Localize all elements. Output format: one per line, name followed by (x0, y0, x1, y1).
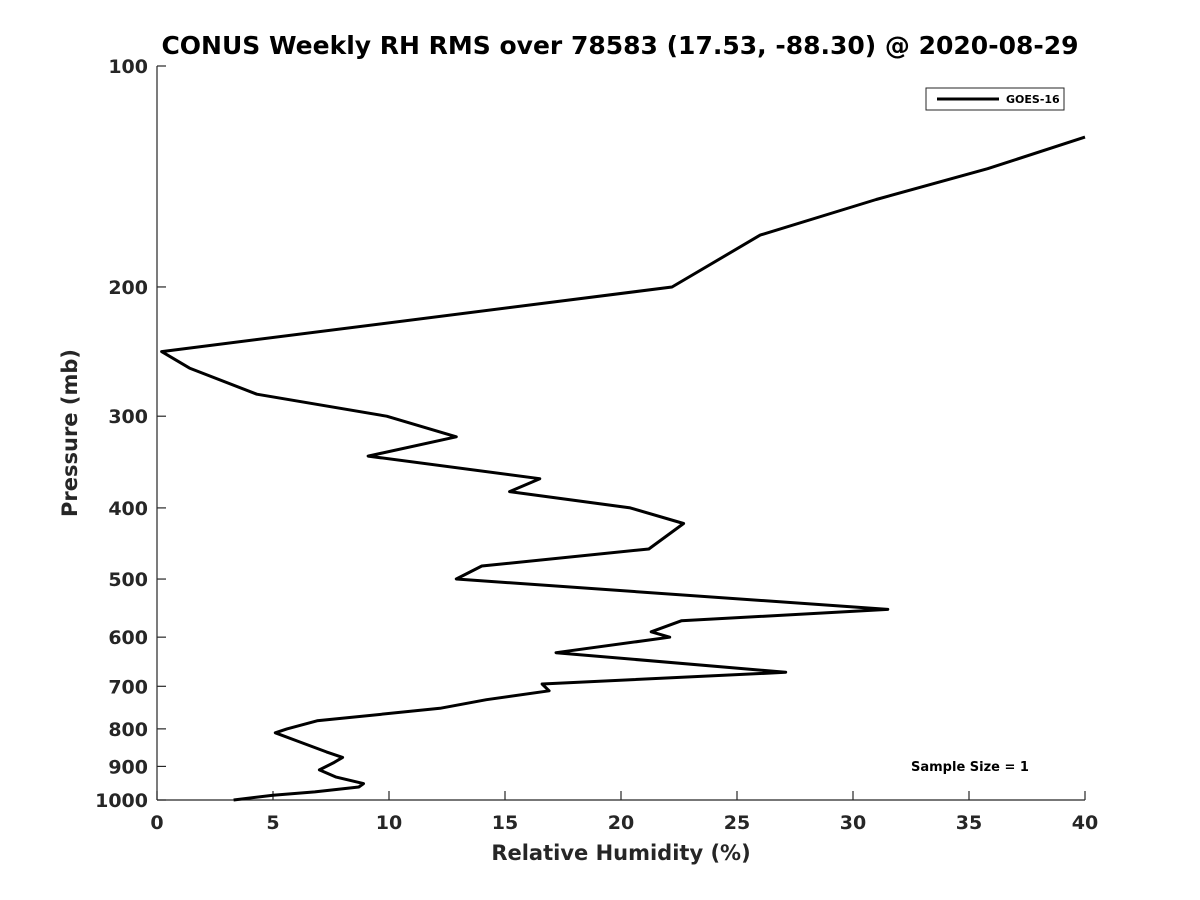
legend-label: GOES-16 (1006, 93, 1060, 106)
plot-area: 0 5 10 15 20 25 30 35 40 100 200 300 400 500 600 700 80… (95, 56, 1098, 834)
series-group (160, 135, 1086, 802)
x-tick-label: 10 (376, 812, 402, 834)
y-tick-label: 200 (108, 277, 148, 299)
y-axis-label: Pressure (mb) (58, 349, 82, 517)
x-tick-label: 20 (608, 812, 634, 834)
x-ticks: 0 5 10 15 20 25 30 35 40 (150, 791, 1098, 834)
y-tick-label: 500 (108, 569, 148, 591)
y-tick-label: 400 (108, 498, 148, 520)
y-tick-label: 300 (108, 406, 148, 428)
y-tick-label: 700 (108, 676, 148, 698)
chart-title: CONUS Weekly RH RMS over 78583 (17.53, -… (161, 31, 1078, 60)
x-tick-label: 25 (724, 812, 750, 834)
x-tick-label: 40 (1072, 812, 1098, 834)
y-tick-label: 800 (108, 719, 148, 741)
y-ticks: 100 200 300 400 500 600 700 800 900 1000 (95, 56, 166, 812)
x-tick-label: 35 (956, 812, 982, 834)
axes-box (157, 66, 1085, 800)
y-tick-label: 900 (108, 756, 148, 778)
x-tick-label: 0 (150, 812, 163, 834)
sample-size-annotation: Sample Size = 1 (911, 760, 1029, 775)
x-axis-label: Relative Humidity (%) (491, 841, 750, 865)
x-tick-label: 5 (266, 812, 279, 834)
y-tick-label: 100 (108, 56, 148, 78)
series-line-goes-16 (160, 135, 1086, 802)
y-tick-label: 600 (108, 627, 148, 649)
y-tick-label: 1000 (95, 790, 148, 812)
x-tick-label: 30 (840, 812, 866, 834)
x-tick-label: 15 (492, 812, 518, 834)
legend: GOES-16 (925, 87, 1065, 111)
